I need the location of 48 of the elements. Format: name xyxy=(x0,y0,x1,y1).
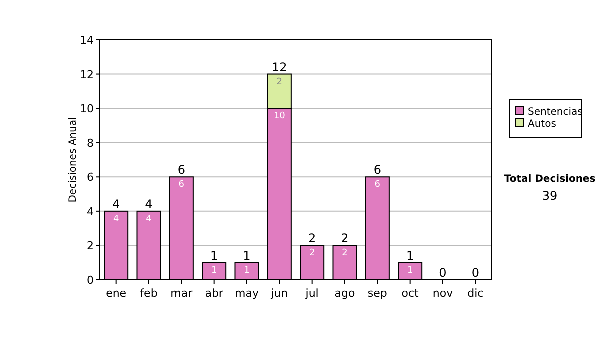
legend-label: Autos xyxy=(528,119,556,130)
total-label: 0 xyxy=(472,266,480,280)
total-label: 2 xyxy=(341,232,349,246)
data-label: 4 xyxy=(113,214,120,224)
x-tick-label: oct xyxy=(402,287,420,300)
total-label: 4 xyxy=(145,197,153,212)
text: 39 xyxy=(542,189,558,203)
data-label: 4 xyxy=(146,214,152,224)
total-label: 2 xyxy=(308,232,316,246)
x-tick-label: feb xyxy=(140,287,158,300)
data-label: 2 xyxy=(342,248,348,259)
x-tick-label: ene xyxy=(106,287,127,300)
total-label: 1 xyxy=(406,248,414,263)
total-label: 12 xyxy=(272,60,288,74)
text: Total Decisiones xyxy=(504,174,596,185)
data-label: 1 xyxy=(211,266,218,276)
data-label: 6 xyxy=(374,180,381,190)
y-tick-label: 14 xyxy=(80,34,94,47)
data-label: 10 xyxy=(274,112,286,122)
x-tick-label: jun xyxy=(270,287,288,300)
x-tick-label: sep xyxy=(368,287,388,300)
total-label: 1 xyxy=(210,248,218,263)
y-tick-label: 8 xyxy=(87,136,94,150)
x-tick-label: abr xyxy=(205,287,224,300)
total-label: 6 xyxy=(374,163,382,178)
total-label: 1 xyxy=(243,248,251,263)
data-label: 6 xyxy=(178,180,185,190)
x-tick-label: mar xyxy=(170,287,194,300)
data-label: 1 xyxy=(407,266,414,276)
total-label: 6 xyxy=(178,163,186,178)
x-tick-label: jul xyxy=(304,287,319,300)
y-tick-label: 6 xyxy=(87,171,94,184)
y-tick-label: 10 xyxy=(80,102,94,116)
legend-label: Sentencias xyxy=(528,107,583,118)
total-label: 0 xyxy=(439,266,447,280)
data-label: 2 xyxy=(309,248,316,259)
y-tick-label: 2 xyxy=(87,240,94,253)
total-label: 4 xyxy=(112,197,120,212)
data-label: 2 xyxy=(276,77,283,88)
y-tick-label: 4 xyxy=(87,205,94,218)
x-tick-label: ago xyxy=(334,287,356,300)
x-tick-label: may xyxy=(235,287,260,300)
data-label: 1 xyxy=(244,266,250,276)
x-tick-label: nov xyxy=(432,287,454,300)
y-tick-label: 12 xyxy=(80,68,94,82)
y-tick-label: 0 xyxy=(87,274,94,287)
y-axis-title: Decisiones Anual xyxy=(68,117,79,203)
x-tick-label: dic xyxy=(468,287,484,300)
